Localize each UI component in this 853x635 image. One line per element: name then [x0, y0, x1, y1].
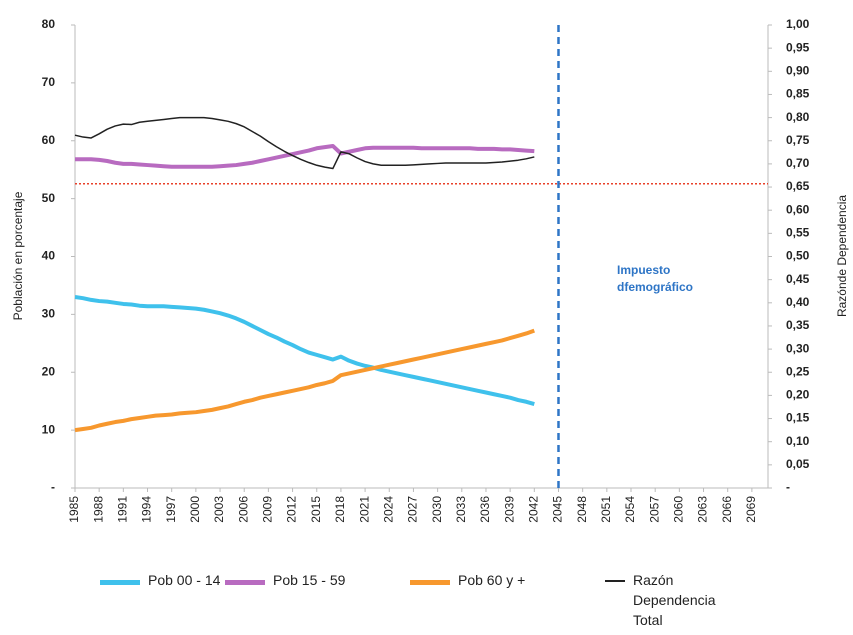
- legend-item: Razón Dependencia Total: [605, 572, 718, 630]
- x-tick-label: 2030: [430, 496, 444, 523]
- y2-tick-label: 0,90: [786, 63, 810, 77]
- x-tick-label: 2063: [696, 496, 710, 523]
- y2-tick-label: 0,30: [786, 341, 810, 355]
- y2-axis-title: Razónde Dependencia: [835, 195, 849, 317]
- legend-swatch: [410, 580, 450, 585]
- legend-swatch: [605, 580, 625, 582]
- x-tick-label: 2021: [357, 496, 371, 523]
- x-tick-label: 2009: [261, 496, 275, 523]
- y2-tick-label: 0,80: [786, 110, 810, 124]
- series-line: [75, 143, 535, 169]
- y-tick-label: 50: [42, 191, 56, 205]
- y-tick-label: 10: [42, 422, 56, 436]
- x-tick-label: 2036: [478, 496, 492, 523]
- y2-tick-label: 0,15: [786, 411, 810, 425]
- series-line: [74, 116, 535, 170]
- x-tick-label: 2045: [551, 496, 565, 523]
- x-tick-label: 2000: [188, 496, 202, 523]
- x-tick-label: 2057: [647, 496, 661, 523]
- x-tick-label: 2027: [406, 496, 420, 523]
- x-tick-label: 2054: [623, 496, 637, 523]
- x-tick-label: 1985: [67, 496, 81, 523]
- legend-label: Razón Dependencia Total: [633, 572, 716, 628]
- x-tick-label: 2051: [599, 496, 613, 523]
- y2-tick-label: 0,05: [786, 457, 810, 471]
- y2-tick-label: 0,65: [786, 179, 810, 193]
- x-tick-label: 2060: [672, 496, 686, 523]
- x-tick-label: 2015: [309, 496, 323, 523]
- x-tick-label: 2033: [454, 496, 468, 523]
- y-tick-label: 20: [42, 364, 56, 378]
- x-tick-label: 1994: [140, 496, 154, 523]
- y2-tick-label: 0,10: [786, 434, 810, 448]
- y-tick-label: 80: [42, 17, 56, 31]
- annotation: Impuesto dfemográfico: [617, 263, 694, 294]
- x-tick-label: 2003: [212, 496, 226, 523]
- legend-label: Pob 15 - 59: [273, 572, 346, 588]
- y2-tick-label: 0,25: [786, 364, 810, 378]
- y-tick-label: 60: [42, 133, 56, 147]
- x-tick-label: 2066: [720, 496, 734, 523]
- y-tick-label: 30: [42, 307, 56, 321]
- y2-tick-label: 0,45: [786, 272, 810, 286]
- x-tick-label: 2012: [285, 496, 299, 523]
- legend-label: Pob 60 y +: [458, 572, 526, 588]
- series-line: [74, 295, 535, 407]
- y-tick-label: 40: [42, 249, 56, 263]
- y2-tick-label: 0,40: [786, 295, 810, 309]
- legend-swatch: [100, 580, 140, 585]
- y2-tick-label: 0,60: [786, 202, 810, 216]
- y2-tick-label: 1,00: [786, 17, 810, 31]
- y2-tick-label: 0,20: [786, 388, 810, 402]
- legend-item: Pob 60 y +: [410, 572, 525, 588]
- y2-tick-label: 0,35: [786, 318, 810, 332]
- y2-tick-label: 0,85: [786, 87, 810, 101]
- x-tick-label: 2069: [744, 496, 758, 523]
- x-tick-label: 1988: [91, 496, 105, 523]
- y-tick-label: 70: [42, 75, 56, 89]
- series-line: [74, 328, 535, 433]
- x-tick-label: 1997: [164, 496, 178, 523]
- x-tick-label: 2024: [381, 496, 395, 523]
- legend-swatch: [225, 580, 265, 585]
- y2-tick-label: -: [786, 480, 790, 494]
- y2-tick-label: 0,95: [786, 40, 810, 54]
- y2-tick-label: 0,75: [786, 133, 810, 147]
- x-tick-label: 2048: [575, 496, 589, 523]
- y2-tick-label: 0,55: [786, 226, 810, 240]
- y-tick-label: -: [51, 480, 55, 494]
- x-tick-label: 1991: [116, 496, 130, 523]
- x-tick-label: 2006: [236, 496, 250, 523]
- y2-tick-label: 0,70: [786, 156, 810, 170]
- x-tick-label: 2018: [333, 496, 347, 523]
- legend-label: Pob 00 - 14: [148, 572, 221, 588]
- legend-item: Pob 00 - 14: [100, 572, 220, 588]
- y2-tick-label: 0,50: [786, 249, 810, 263]
- x-tick-label: 2042: [526, 496, 540, 523]
- legend-item: Pob 15 - 59: [225, 572, 345, 588]
- y-axis-title: Población en porcentaje: [11, 191, 25, 320]
- x-tick-label: 2039: [502, 496, 516, 523]
